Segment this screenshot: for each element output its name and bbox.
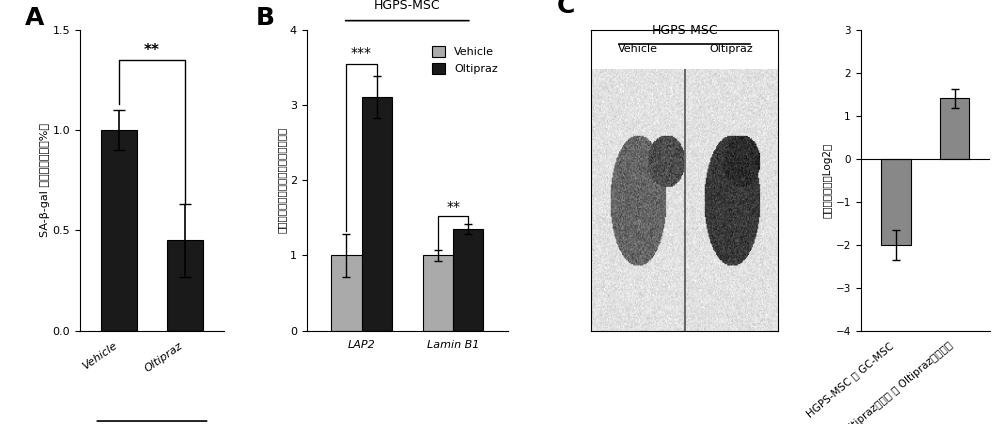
Bar (423, 255, 453, 331)
Text: **: ** (446, 200, 460, 214)
Bar (362, 98, 392, 331)
Text: B: B (256, 6, 275, 30)
Text: C: C (557, 0, 575, 17)
Text: HGPS-MSC: HGPS-MSC (651, 25, 718, 37)
Y-axis label: SA-β-gal 阳性细胞比例（%）: SA-β-gal 阳性细胞比例（%） (40, 123, 50, 237)
Bar (453, 229, 483, 331)
Text: Vehicle: Vehicle (618, 45, 658, 54)
Bar (881, 159, 911, 245)
Text: HGPS-MSC: HGPS-MSC (374, 0, 441, 11)
Text: ***: *** (351, 46, 372, 60)
Bar (331, 255, 362, 331)
Legend: Vehicle, Oltipraz: Vehicle, Oltipraz (428, 41, 502, 78)
Text: Oltipraz: Oltipraz (710, 45, 753, 54)
Y-axis label: 具有完整核膜标记的细胞数量（倍数）: 具有完整核膜标记的细胞数量（倍数） (277, 127, 287, 233)
Text: A: A (25, 6, 45, 30)
Bar (101, 130, 137, 331)
Text: **: ** (144, 43, 160, 58)
Y-axis label: 相对荺光强度（Log2）: 相对荺光强度（Log2） (823, 142, 833, 218)
Bar (940, 98, 969, 159)
Bar (167, 240, 203, 331)
